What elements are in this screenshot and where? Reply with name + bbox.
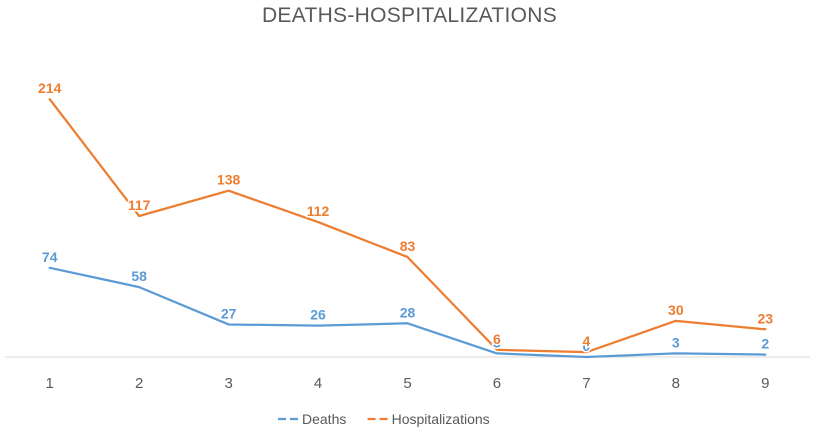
data-label: 23 <box>757 310 773 326</box>
x-tick-label: 7 <box>582 375 590 392</box>
x-tick-label: 6 <box>493 375 501 392</box>
x-tick-label: 8 <box>672 375 680 392</box>
data-label: 26 <box>310 307 326 323</box>
x-tick-label: 2 <box>135 375 143 392</box>
data-label: 74 <box>42 249 58 265</box>
data-label: 117 <box>128 197 151 213</box>
data-label: 6 <box>493 331 501 347</box>
x-tick-label: 5 <box>403 375 411 392</box>
x-tick-label: 1 <box>46 375 54 392</box>
data-label: 27 <box>221 305 237 321</box>
data-label: 58 <box>131 268 147 284</box>
chart-title: DEATHS-HOSPITALIZATIONS <box>261 4 558 27</box>
series-line-hospitalizations <box>48 98 767 354</box>
data-label: 214 <box>38 80 62 96</box>
data-label: 3 <box>493 334 501 350</box>
data-label: 83 <box>400 238 416 254</box>
data-label: 28 <box>400 304 416 320</box>
data-label: 4 <box>582 333 590 349</box>
data-label: 138 <box>217 172 241 188</box>
data-label: 0 <box>582 338 590 354</box>
legend-label: Deaths <box>302 411 346 427</box>
data-label: 2 <box>761 336 769 352</box>
data-label: 3 <box>672 334 680 350</box>
legend-label: Hospitalizations <box>392 411 490 427</box>
x-tick-label: 9 <box>761 375 769 392</box>
data-label: 30 <box>668 302 684 318</box>
x-tick-label: 4 <box>314 375 322 392</box>
x-tick-label: 3 <box>224 375 232 392</box>
series-line-deaths <box>48 266 767 359</box>
data-label: 112 <box>307 203 330 219</box>
